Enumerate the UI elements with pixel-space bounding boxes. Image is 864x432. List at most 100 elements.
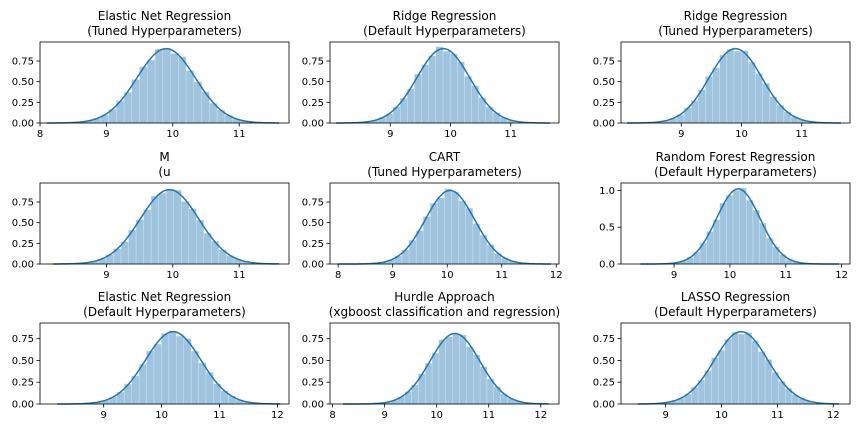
subplot-4: 9 10 11 0.00 0.25 0.50 0.75 M(u xyxy=(12,150,290,281)
x-tick-label: 10 xyxy=(430,410,443,421)
x-tick-label: 11 xyxy=(795,129,808,140)
y-tick-label: 0.25 xyxy=(12,239,34,250)
x-tick-label: 10 xyxy=(155,410,168,421)
subplot-title: Ridge Regression xyxy=(393,9,497,23)
y-tick-label: 0.00 xyxy=(12,260,34,271)
y-tick-label: 0.75 xyxy=(12,57,34,68)
histogram-bar xyxy=(445,336,453,405)
histogram-bar xyxy=(452,333,460,405)
kde-line xyxy=(338,189,551,265)
subplot-title: (Tuned Hyperparameters) xyxy=(87,24,242,38)
histogram-bar xyxy=(158,193,167,265)
x-tick-label: 11 xyxy=(482,410,495,421)
x-tick-label: 10 xyxy=(166,129,179,140)
y-tick-label: 0.75 xyxy=(12,198,34,209)
x-tick-label: 9 xyxy=(678,129,684,140)
histogram-bar xyxy=(738,334,746,405)
histogram-bar xyxy=(442,51,451,124)
histogram-bar xyxy=(719,54,728,124)
subplot-title: Elastic Net Regression xyxy=(98,290,232,304)
subplot-title: Hurdle Approach xyxy=(394,290,495,304)
x-tick-label: 11 xyxy=(779,270,792,281)
axes-frame xyxy=(620,182,851,265)
y-tick-label: 0.50 xyxy=(302,218,324,229)
axes-frame xyxy=(329,182,560,265)
histogram-bar xyxy=(713,219,721,265)
y-tick-label: 0.00 xyxy=(593,400,615,411)
x-tick-label: 9 xyxy=(101,410,107,421)
histogram-bar xyxy=(449,53,458,124)
histogram-bar xyxy=(438,339,447,405)
subplot-title: (u xyxy=(158,165,170,179)
y-tick-label: 0.50 xyxy=(12,77,34,88)
x-tick-label: 8 xyxy=(335,270,341,281)
histogram-bar xyxy=(435,46,444,124)
kde-line xyxy=(343,332,549,405)
histogram-bar xyxy=(188,208,197,265)
x-tick-label: 12 xyxy=(827,410,840,421)
x-tick-label: 9 xyxy=(662,410,668,421)
y-tick-label: 0.75 xyxy=(302,198,324,209)
x-tick-label: 12 xyxy=(835,270,848,281)
x-tick-label: 10 xyxy=(166,270,179,281)
histogram-bar xyxy=(733,51,742,124)
histogram-bar xyxy=(704,370,712,405)
subplot-title: (Tuned Hyperparameters) xyxy=(367,165,522,179)
y-tick-label: 0.50 xyxy=(12,218,34,229)
histogram-bar xyxy=(719,202,727,265)
histogram-bar xyxy=(198,362,207,405)
histogram-bar xyxy=(466,346,474,405)
axes-frame xyxy=(39,322,290,405)
histogram-bar xyxy=(147,59,156,124)
subplot-title: Ridge Regression xyxy=(684,9,788,23)
histogram-bar xyxy=(464,76,472,124)
histogram-bar xyxy=(185,70,195,124)
histogram-bar xyxy=(717,350,726,405)
x-tick-label: 11 xyxy=(233,270,246,281)
y-tick-label: 0.50 xyxy=(593,77,615,88)
x-tick-label: 11 xyxy=(495,270,508,281)
y-tick-label: 0.50 xyxy=(12,356,34,367)
y-tick-label: 0.25 xyxy=(593,98,615,109)
histogram-bar xyxy=(740,50,749,124)
subplot-title: Elastic Net Regression xyxy=(98,9,232,23)
y-tick-label: 0.50 xyxy=(302,77,324,88)
histogram-bar xyxy=(183,338,192,405)
histogram-bar xyxy=(154,48,164,124)
y-tick-label: 0.25 xyxy=(302,378,324,389)
histogram-bar xyxy=(771,372,779,405)
y-tick-label: 1.0 xyxy=(599,186,615,197)
histogram-bar xyxy=(724,338,732,405)
y-tick-label: 0.00 xyxy=(593,119,615,130)
histogram-bar xyxy=(150,195,159,265)
x-tick-label: 10 xyxy=(724,270,737,281)
histogram-bar xyxy=(143,209,152,265)
x-tick-label: 8 xyxy=(329,410,335,421)
x-tick-label: 11 xyxy=(504,129,517,140)
y-tick-label: 0.75 xyxy=(12,334,34,345)
y-tick-label: 0.25 xyxy=(12,98,34,109)
histogram-bar xyxy=(712,67,720,124)
histogram-bar xyxy=(203,233,212,265)
histogram-bar xyxy=(131,79,140,124)
axes-frame xyxy=(329,322,560,405)
y-tick-label: 0.75 xyxy=(593,57,615,68)
histogram-bar xyxy=(131,375,140,405)
histogram-bar xyxy=(153,344,162,405)
kde-line xyxy=(57,330,281,405)
x-tick-label: 9 xyxy=(390,270,396,281)
histogram-bar xyxy=(165,189,174,265)
histogram-bar xyxy=(457,61,465,124)
subplot-title: (Default Hyperparameters) xyxy=(83,305,246,319)
x-tick-label: 12 xyxy=(271,410,284,421)
kde-line xyxy=(336,47,550,124)
subplot-title: (Default Hyperparameters) xyxy=(654,165,817,179)
x-tick-label: 12 xyxy=(550,270,563,281)
kde-line xyxy=(46,47,280,124)
histogram-bar xyxy=(752,210,760,265)
x-tick-label: 9 xyxy=(103,129,109,140)
y-tick-label: 0.25 xyxy=(593,378,615,389)
histogram-bar xyxy=(444,188,452,265)
axes-frame xyxy=(620,41,851,124)
